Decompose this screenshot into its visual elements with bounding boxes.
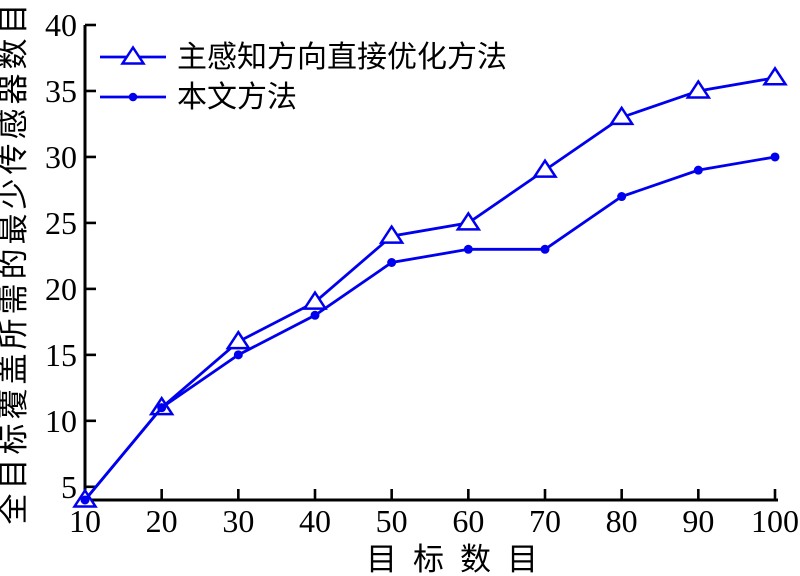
dot-filled-icon bbox=[617, 192, 627, 202]
triangle-open-icon bbox=[532, 158, 558, 178]
dot-filled-icon bbox=[540, 244, 550, 254]
dot-filled-icon bbox=[770, 152, 780, 162]
dot-filled-icon bbox=[310, 310, 320, 320]
y-tick-label: 30 bbox=[45, 139, 77, 175]
dot-filled-icon bbox=[693, 165, 703, 175]
legend-entry-optimization-method: 主感知方向直接优化方法 bbox=[100, 41, 507, 74]
y-tick-label: 40 bbox=[45, 7, 77, 43]
triangle-open-icon bbox=[120, 45, 146, 65]
triangle-open-icon bbox=[302, 290, 328, 310]
dot-filled-icon bbox=[463, 244, 473, 254]
triangle-open-icon bbox=[378, 224, 405, 244]
series-line-1 bbox=[83, 155, 776, 501]
x-tick-label: 60 bbox=[452, 503, 484, 539]
y-tick-label: 25 bbox=[45, 205, 77, 241]
triangle-open-icon bbox=[608, 105, 635, 126]
dot-filled-icon bbox=[157, 403, 167, 413]
legend-entry-proposed-method: 本文方法 bbox=[100, 81, 297, 114]
x-tick-label: 90 bbox=[682, 503, 714, 539]
series-layer bbox=[72, 65, 788, 508]
y-tick-label: 5 bbox=[61, 469, 77, 505]
x-tick-label: 50 bbox=[376, 503, 408, 539]
dot-filled-icon bbox=[387, 258, 397, 267]
x-tick-label: 100 bbox=[751, 503, 799, 539]
triangle-open-icon bbox=[685, 79, 712, 99]
x-tick-label: 80 bbox=[606, 503, 638, 539]
x-tick-label: 10 bbox=[69, 503, 101, 539]
dot-filled-icon bbox=[233, 350, 243, 360]
triangle-open-icon bbox=[225, 329, 252, 350]
x-tick-label: 40 bbox=[299, 503, 331, 539]
legend-label-optimization-method: 主感知方向直接优化方法 bbox=[177, 41, 507, 74]
legend: 主感知方向直接优化方法 本文方法 bbox=[100, 41, 507, 114]
y-tick-label: 20 bbox=[45, 271, 77, 307]
triangle-open-icon bbox=[762, 65, 788, 86]
x-tick-label: 20 bbox=[146, 503, 178, 539]
legend-label-proposed-method: 本文方法 bbox=[177, 81, 297, 114]
dot-filled-icon bbox=[80, 495, 90, 505]
y-tick-label: 15 bbox=[45, 337, 77, 373]
y-tick-label: 10 bbox=[45, 403, 77, 439]
dot-filled-icon bbox=[128, 92, 138, 102]
x-axis-title: 目标数目 bbox=[366, 542, 554, 576]
series-line-0 bbox=[83, 76, 776, 501]
y-tick-label: 35 bbox=[45, 73, 77, 109]
y-axis-title: 全目标覆盖所需的最少传感器数目 bbox=[0, 0, 31, 525]
triangle-open-icon bbox=[455, 211, 482, 231]
x-tick-label: 30 bbox=[222, 503, 254, 539]
x-tick-label: 70 bbox=[529, 503, 561, 539]
